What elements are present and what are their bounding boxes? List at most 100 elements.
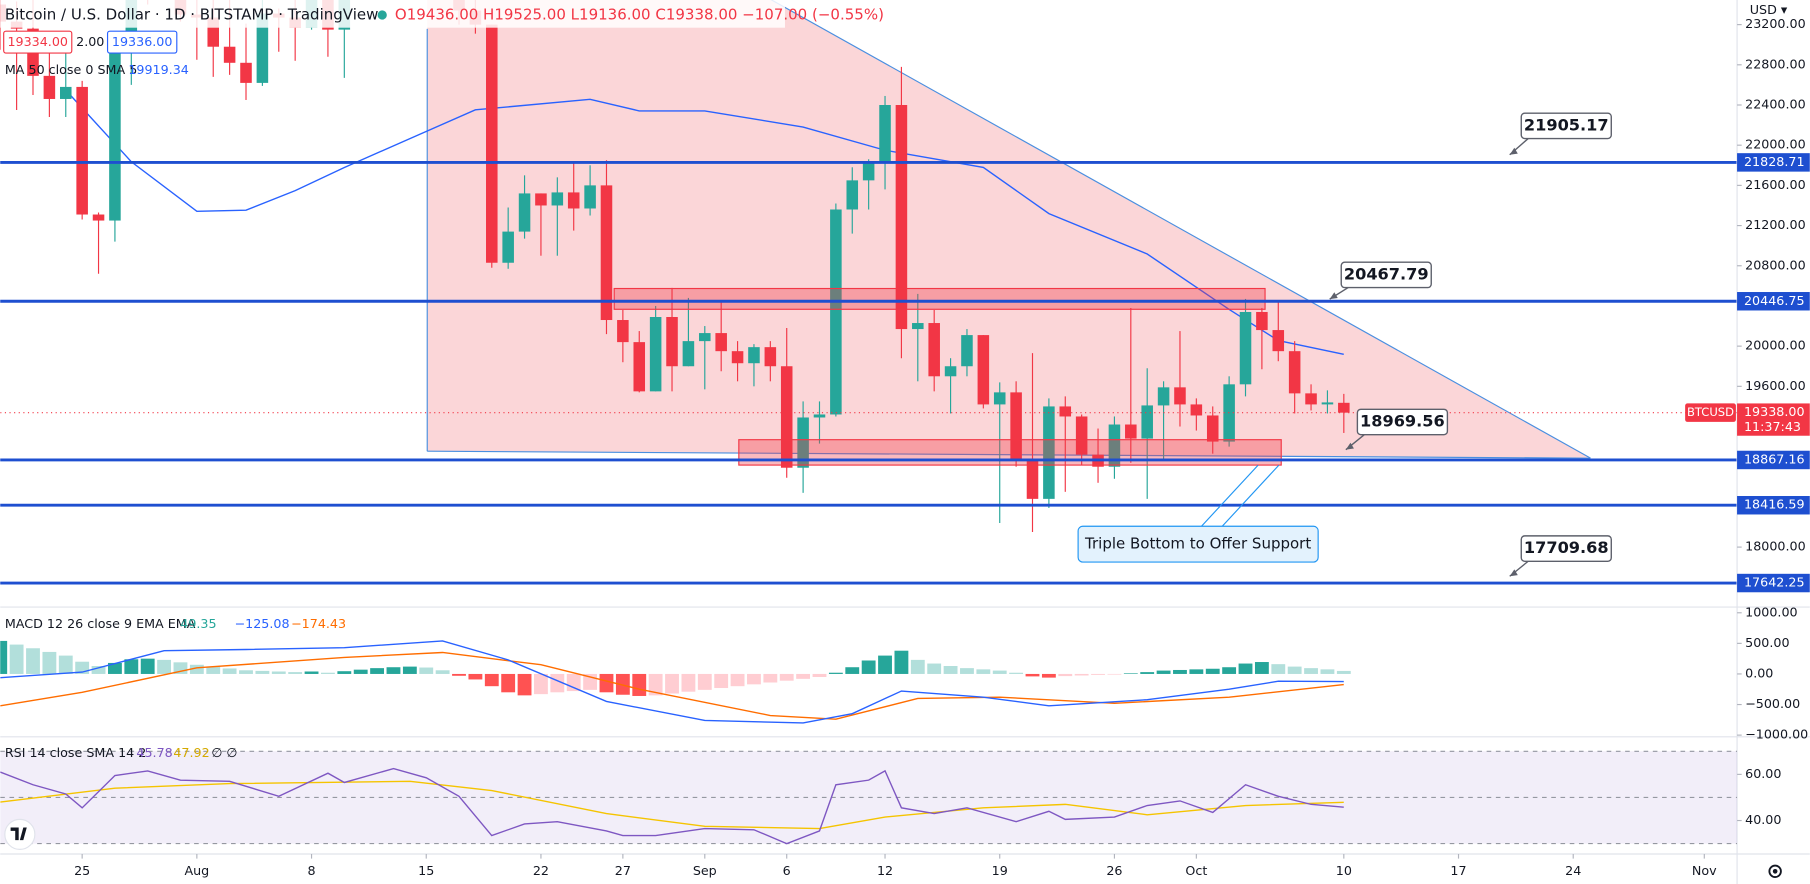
- spread: 2.00: [76, 34, 104, 49]
- x-tick-label: 22: [533, 863, 549, 878]
- macd-histogram-bar: [222, 668, 237, 674]
- x-tick-label: 24: [1565, 863, 1581, 878]
- candle-body: [502, 231, 514, 263]
- macd-histogram-bar: [1238, 663, 1253, 674]
- candle-body: [895, 104, 908, 330]
- x-tick-label: 27: [615, 863, 631, 878]
- macd-histogram-bar: [1189, 669, 1204, 674]
- y-tick-label: −1000.00: [1745, 727, 1808, 742]
- x-tick-label: Sep: [693, 863, 717, 878]
- macd-histogram-bar: [648, 673, 663, 696]
- macd-histogram-bar: [681, 673, 696, 692]
- callout-arrow: [1509, 569, 1518, 577]
- candle-body: [813, 414, 826, 418]
- candle-body: [1321, 402, 1334, 405]
- gear-center: [1772, 868, 1778, 874]
- currency[interactable]: USD ▾: [1750, 2, 1788, 17]
- macd-histogram-bar: [288, 672, 303, 674]
- macd-histogram-bar: [534, 673, 548, 695]
- macd-histogram-bar: [58, 655, 73, 674]
- x-tick-label: 8: [308, 863, 316, 878]
- macd-histogram-bar: [812, 673, 827, 678]
- macd-histogram-bar: [779, 673, 794, 681]
- tv-logo[interactable]: [4, 818, 36, 850]
- candle-body: [240, 62, 252, 83]
- candle-body: [617, 320, 629, 343]
- ma-legend-value: 19919.34: [128, 62, 189, 77]
- x-tick-label: 10: [1336, 863, 1352, 878]
- bid-box[interactable]: [3, 30, 73, 54]
- settings-icon[interactable]: [1768, 864, 1782, 878]
- macd-histogram-bar: [255, 670, 270, 674]
- last-price-bg: [1737, 403, 1810, 436]
- macd-histogram-bar: [763, 673, 778, 683]
- rsi-line: [0, 767, 1344, 845]
- candle-body: [1125, 424, 1137, 439]
- macd-histogram-bar: [484, 673, 499, 687]
- candle-body: [1288, 351, 1301, 394]
- level-label: 20446.75: [1744, 293, 1805, 308]
- candle-body: [59, 86, 72, 99]
- candle-body: [1059, 406, 1072, 417]
- macd-histogram-bar: [1058, 673, 1073, 677]
- macd-histogram-bar: [435, 670, 450, 674]
- y-tick-label: 60.00: [1745, 766, 1781, 781]
- candle-body: [551, 192, 564, 206]
- candle-body: [682, 341, 695, 367]
- rsi-legend-value: ∅: [226, 745, 237, 760]
- candle-body: [649, 317, 662, 392]
- macd-histogram-bar: [124, 659, 139, 674]
- macd-legend-value: 49.35: [180, 616, 216, 631]
- candle-body: [486, 24, 498, 263]
- macd-histogram-bar: [894, 650, 909, 674]
- triangle-base: [427, 450, 1591, 459]
- annotation-box: [1077, 525, 1319, 563]
- candle-body: [1141, 405, 1153, 439]
- macd-histogram-bar: [1336, 670, 1351, 674]
- macd-histogram-bar: [1222, 667, 1237, 674]
- macd-histogram-bar: [386, 667, 401, 674]
- candle-body: [699, 333, 711, 342]
- macd-histogram-bar: [107, 662, 122, 674]
- callout-label: 21905.17: [1524, 115, 1609, 134]
- candle-body: [1026, 458, 1039, 499]
- bid: 19334.00: [7, 34, 68, 49]
- macd-histogram-bar: [910, 659, 925, 674]
- macd-histogram-bar: [1091, 673, 1105, 675]
- candle-body: [1272, 330, 1285, 352]
- macd-histogram-bar: [927, 663, 942, 674]
- macd-histogram-bar: [632, 673, 647, 696]
- callout-arrow: [1345, 442, 1354, 450]
- candle-body: [1256, 311, 1268, 331]
- macd-line: [0, 640, 1344, 724]
- candle-body: [748, 347, 760, 364]
- y-tick-label: 0.00: [1745, 665, 1773, 680]
- y-tick-label: 19600.00: [1745, 378, 1806, 393]
- level-label-bg: [1737, 153, 1810, 172]
- candle-body: [633, 342, 646, 392]
- macd-histogram-bar: [599, 673, 614, 693]
- macd-histogram-bar: [189, 664, 204, 674]
- symbol-label-bg: [1685, 403, 1736, 422]
- macd-histogram-bar: [1156, 670, 1171, 674]
- symbol-title: Bitcoin / U.S. Dollar · 1D · BITSTAMP · …: [5, 6, 379, 24]
- ask-box[interactable]: [106, 30, 178, 54]
- candle-body: [928, 323, 940, 377]
- x-tick-label: 26: [1106, 863, 1122, 878]
- callout-label: 18969.56: [1360, 411, 1445, 430]
- level-label-bg: [1737, 573, 1810, 593]
- macd-histogram-bar: [747, 673, 761, 685]
- macd-histogram-bar: [1140, 672, 1155, 674]
- candle-body: [715, 333, 727, 352]
- resistance-zone: [613, 287, 1266, 310]
- y-tick-label: 23200.00: [1745, 16, 1806, 31]
- rsi-legend-value: ∅: [211, 745, 222, 760]
- ask: 19336.00: [112, 34, 173, 49]
- x-tick-label: 17: [1450, 863, 1466, 878]
- macd-histogram-bar: [304, 671, 319, 674]
- candle-body: [780, 366, 793, 468]
- rsi-ma-line: [0, 780, 1344, 830]
- candle-body: [92, 214, 105, 221]
- macd-histogram-bar: [1041, 673, 1056, 678]
- callout-arrow: [1329, 292, 1338, 300]
